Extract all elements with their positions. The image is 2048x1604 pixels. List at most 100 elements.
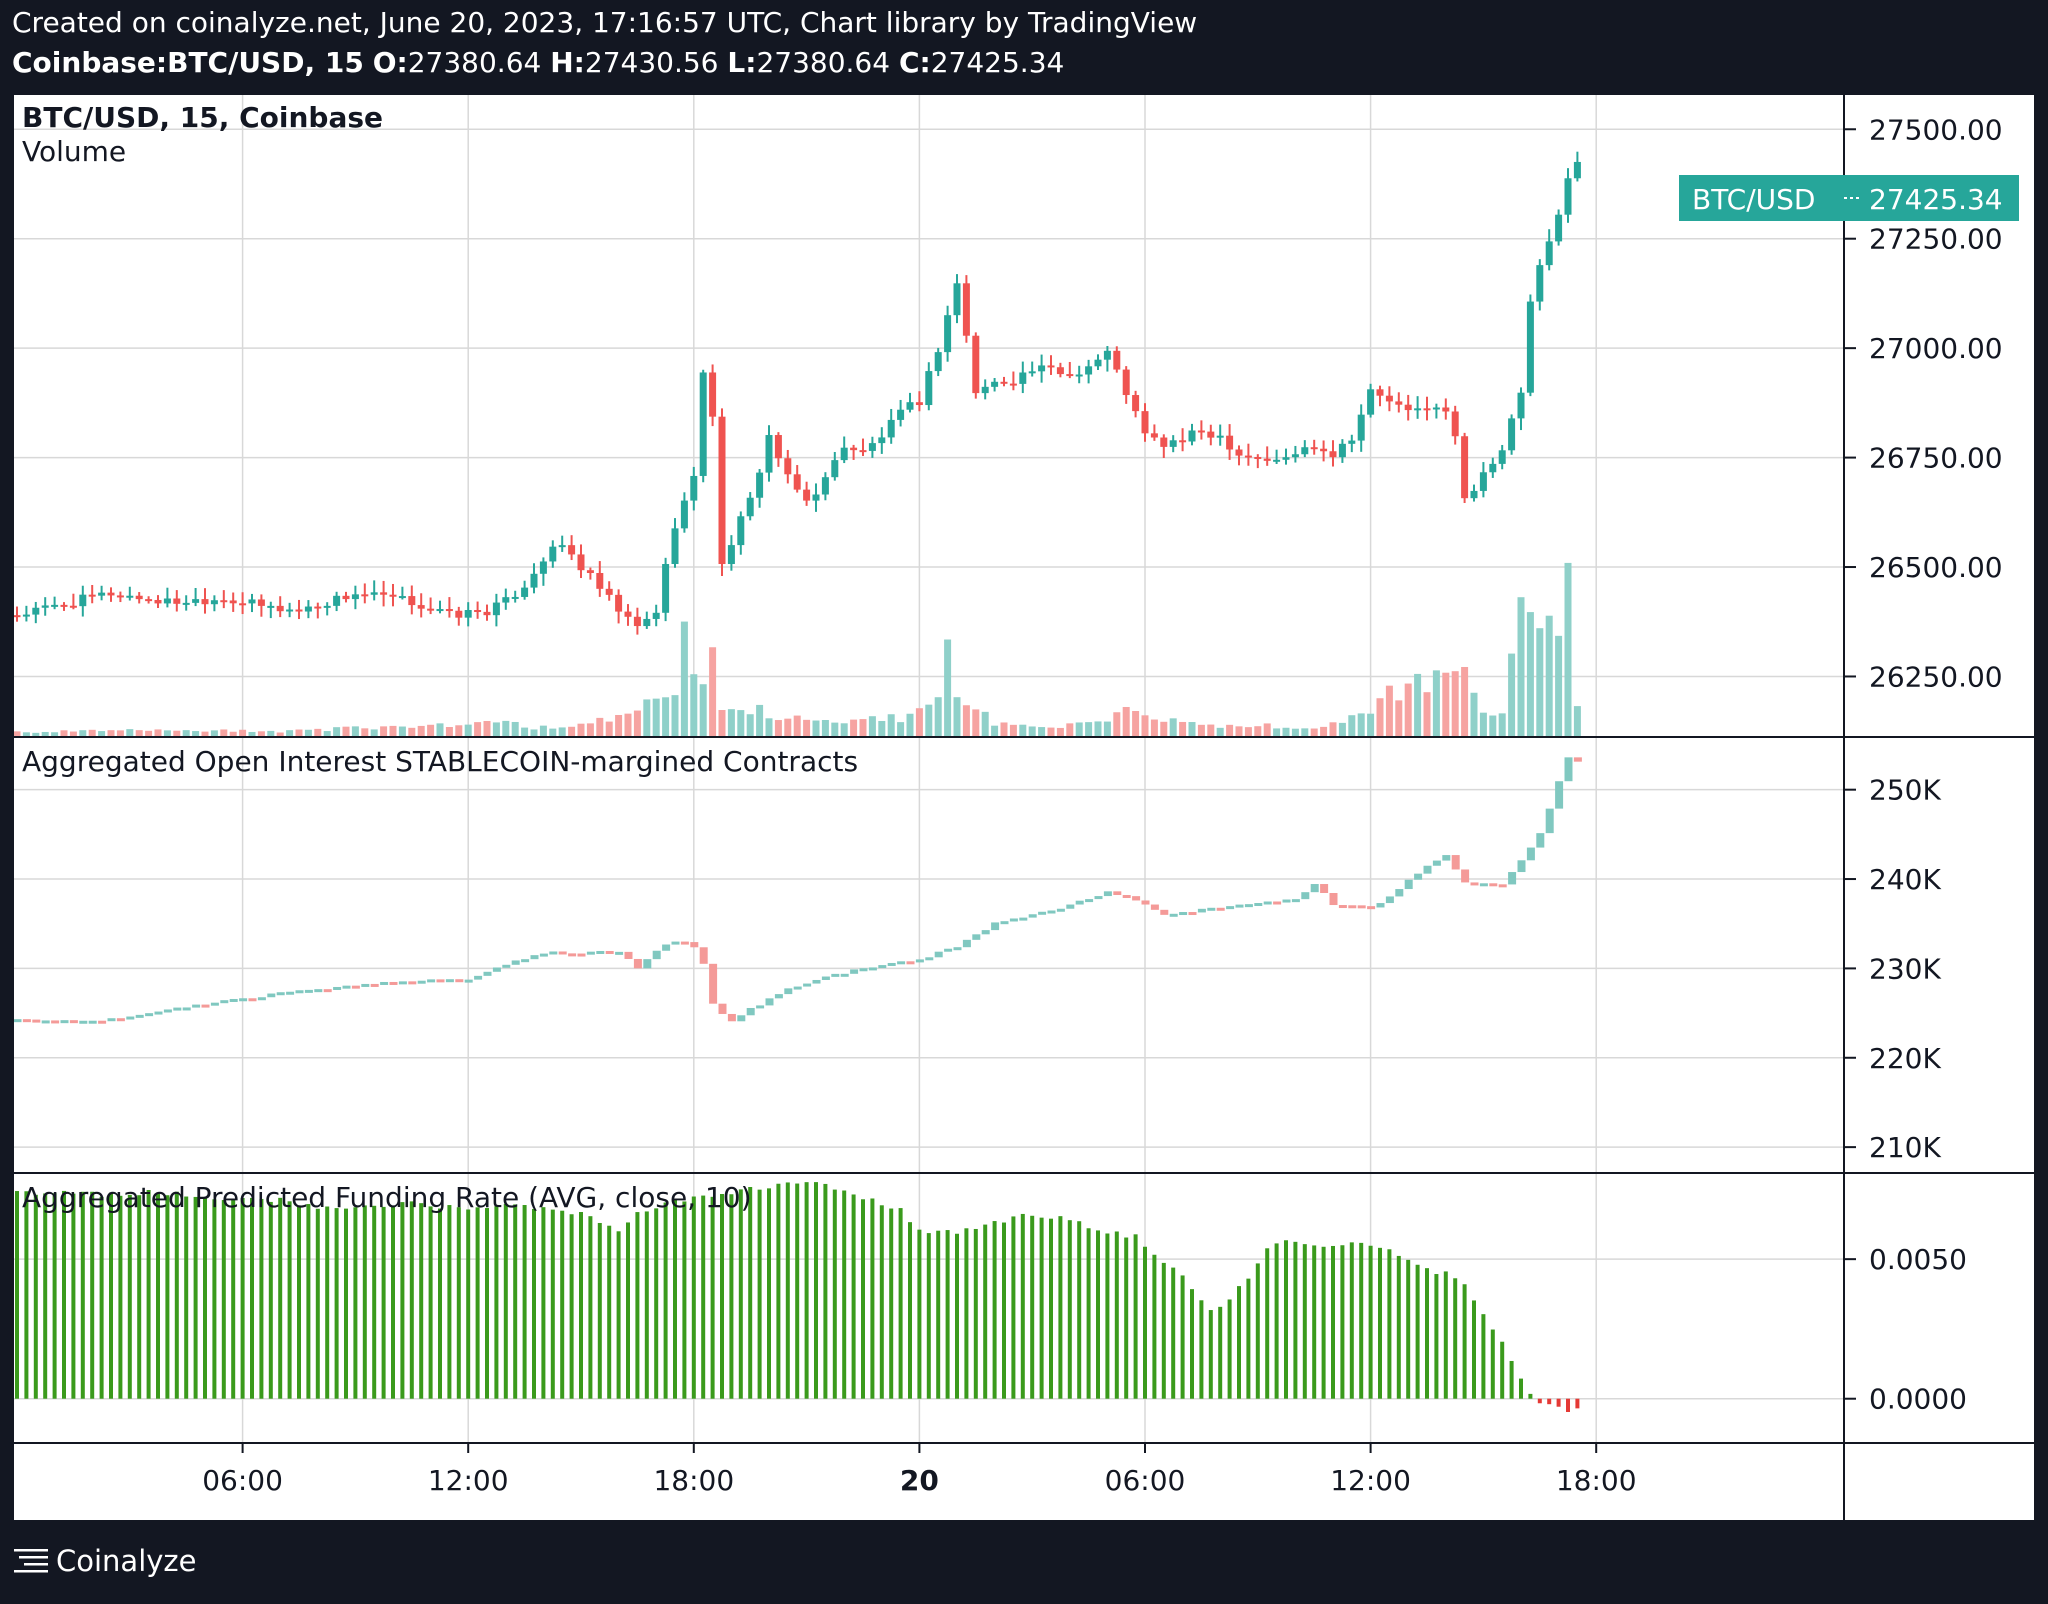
candle (1075, 374, 1083, 377)
symbol-badge-label: BTC/USD (1692, 183, 1815, 216)
funding-bar (250, 1197, 254, 1399)
funding-bar (1161, 1262, 1166, 1399)
candle (370, 592, 378, 595)
candle (756, 472, 764, 498)
oi-bar (1047, 910, 1056, 914)
oi-bar (1404, 879, 1413, 890)
oi-bar (831, 973, 840, 977)
volume-bar (1122, 706, 1130, 737)
volume-bar (427, 724, 435, 737)
volume-bars (14, 562, 1581, 737)
footer-brand[interactable]: Coinalyze (14, 1544, 196, 1578)
candle (1385, 395, 1393, 402)
funding-bar (936, 1230, 941, 1399)
candle (1207, 431, 1215, 438)
volume-bar (831, 722, 839, 737)
oi-bar (699, 947, 708, 964)
funding-bar (1039, 1217, 1044, 1399)
volume-bar (351, 726, 359, 737)
volume-bar (173, 730, 181, 737)
funding-bar (315, 1208, 320, 1399)
volume-bar (41, 731, 49, 737)
volume-bar (850, 719, 858, 737)
candle (304, 606, 312, 612)
candle (577, 554, 585, 571)
candle (1273, 459, 1281, 462)
funding-bar (466, 1209, 471, 1399)
volume-bar (868, 716, 876, 737)
candle (774, 435, 782, 459)
volume-bar (878, 720, 886, 737)
volume-bar (643, 699, 651, 737)
candle (1489, 463, 1497, 473)
candle (934, 352, 942, 372)
volume-bar (1197, 724, 1205, 737)
candle (1047, 365, 1055, 368)
oi-bar (615, 951, 624, 955)
funding-bar (203, 1197, 207, 1399)
volume-bar (558, 727, 566, 737)
open-label: O: (372, 46, 408, 79)
candle (1451, 411, 1459, 437)
oi-bar (812, 979, 821, 984)
candle (351, 594, 359, 600)
oi-bar (1113, 891, 1122, 896)
candle (1479, 472, 1487, 491)
candle (915, 402, 923, 406)
candle (474, 610, 482, 613)
candle (1348, 440, 1356, 444)
oi-bar (14, 1019, 22, 1023)
funding-bar (691, 1196, 696, 1399)
oi-bar (1451, 855, 1460, 870)
price-tick-label: 27500.00 (1869, 113, 2003, 146)
candle (361, 594, 369, 597)
oi-bar (991, 922, 1000, 931)
funding-bar (1293, 1241, 1298, 1399)
oi-bar (1160, 909, 1169, 915)
funding-bar (503, 1203, 508, 1399)
candle (1038, 365, 1046, 372)
candle (596, 573, 604, 589)
chart-area[interactable]: 27500.00 27250.00 27000.00 26750.00 26500.00… (14, 95, 2034, 1520)
funding-bar (917, 1229, 922, 1399)
candle (549, 546, 557, 562)
funding-bar (1519, 1378, 1523, 1399)
funding-bar (1246, 1278, 1251, 1399)
price-axis[interactable]: 27500.00 27250.00 27000.00 26750.00 26500.00… (1844, 113, 2003, 1416)
oi-bar (690, 942, 699, 948)
oi-bar (163, 1009, 172, 1013)
volume-bar (304, 729, 312, 737)
volume-bar (934, 697, 942, 737)
volume-bar (1301, 728, 1309, 737)
volume-bar (1038, 727, 1046, 737)
time-axis[interactable]: 06:00 12:00 18:00 20 06:00 12:00 18:00 (202, 1443, 1637, 1497)
oi-bar (803, 983, 812, 987)
candle (1517, 392, 1525, 419)
funding-bar (1349, 1242, 1354, 1399)
funding-bar (1237, 1286, 1241, 1399)
candle (60, 604, 68, 607)
oi-bar (88, 1020, 97, 1024)
funding-bar (212, 1199, 217, 1399)
volume-bar (953, 697, 961, 737)
oi-bar (455, 979, 464, 983)
oi-bar (878, 965, 887, 969)
candle (897, 409, 905, 420)
volume-bar (1555, 635, 1563, 737)
funding-bar (1481, 1314, 1486, 1399)
volume-bar (1320, 726, 1328, 737)
oi-bar (1216, 907, 1225, 911)
volume-bar (652, 698, 660, 737)
funding-bar (785, 1182, 790, 1399)
volume-bar (1103, 721, 1111, 737)
funding-bar (475, 1207, 480, 1399)
candle (1019, 372, 1027, 384)
price-tick-label: 220K (1869, 1042, 1941, 1075)
volume-bar (765, 718, 773, 737)
candle (925, 371, 933, 406)
oi-bar (1395, 889, 1404, 897)
funding-bar (109, 1192, 113, 1399)
funding-bar (926, 1233, 931, 1399)
candle (22, 614, 30, 617)
oi-bar (361, 983, 370, 987)
